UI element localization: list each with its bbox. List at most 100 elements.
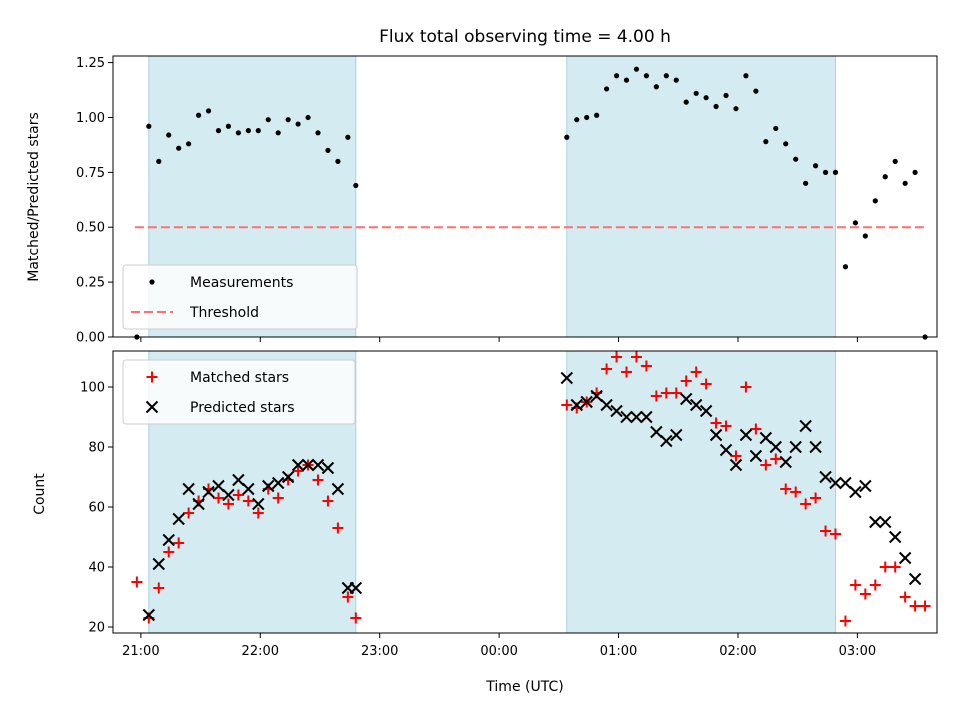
predicted-star-point bbox=[789, 440, 802, 454]
matched-star-point bbox=[131, 576, 143, 588]
matched-star-point bbox=[859, 588, 871, 600]
y-tick-label: 20 bbox=[88, 621, 105, 636]
legend-marker bbox=[145, 400, 159, 414]
measurement-point bbox=[683, 99, 689, 105]
measurement-point bbox=[353, 182, 359, 189]
measurement-point bbox=[295, 121, 301, 127]
measurement-point bbox=[882, 174, 888, 180]
measurement-point bbox=[783, 141, 789, 147]
measurement-point bbox=[225, 123, 232, 129]
legend-marker bbox=[149, 279, 155, 285]
predicted-star-point bbox=[570, 398, 583, 412]
predicted-star-point bbox=[580, 395, 593, 409]
legend-box bbox=[122, 264, 358, 330]
measurement-point bbox=[245, 128, 251, 134]
predicted-star-point bbox=[152, 557, 165, 571]
predicted-star-point bbox=[849, 485, 862, 499]
measurement-point bbox=[892, 158, 898, 164]
predicted-star-point bbox=[291, 458, 305, 472]
x-tick-label: 02:00 bbox=[719, 644, 756, 659]
legend-entry: Threshold bbox=[189, 305, 259, 321]
matched-star-point bbox=[670, 387, 682, 399]
measurement-point bbox=[793, 156, 799, 162]
measurement-point bbox=[803, 180, 809, 186]
measurement-point bbox=[285, 117, 291, 123]
measurement-point bbox=[703, 95, 709, 101]
predicted-star-point bbox=[888, 530, 902, 544]
predicted-star-point bbox=[898, 551, 912, 565]
measurement-point bbox=[733, 106, 739, 112]
predicted-star-point bbox=[839, 476, 852, 490]
matched-star-point bbox=[183, 507, 195, 519]
predicted-star-point bbox=[739, 428, 753, 442]
x-axis-label: Time (UTC) bbox=[485, 679, 563, 695]
matched-star-point bbox=[163, 546, 175, 558]
matched-star-point bbox=[272, 492, 284, 504]
predicted-star-point bbox=[699, 404, 713, 418]
predicted-star-point bbox=[212, 479, 225, 493]
matched-star-point bbox=[800, 498, 812, 510]
predicted-star-point bbox=[271, 476, 285, 490]
y-tick-label: 0.25 bbox=[76, 276, 105, 291]
measurement-point bbox=[195, 112, 202, 118]
measurement-point bbox=[912, 169, 918, 175]
predicted-star-point bbox=[162, 533, 175, 547]
measurement-point bbox=[574, 117, 580, 123]
series-predicted-stars bbox=[142, 371, 922, 622]
matched-star-point bbox=[770, 453, 782, 465]
measurement-point bbox=[643, 73, 650, 79]
predicted-star-point bbox=[819, 470, 832, 484]
predicted-star-point bbox=[779, 455, 792, 469]
matched-star-point bbox=[292, 465, 304, 477]
measurement-point bbox=[862, 233, 868, 239]
panel-frame bbox=[112, 55, 938, 338]
predicted-star-point bbox=[829, 476, 842, 490]
matched-star-point bbox=[212, 492, 224, 504]
predicted-star-point bbox=[311, 458, 325, 472]
predicted-star-point bbox=[142, 608, 156, 622]
top-y-axis-label: Matched/Predicted stars bbox=[26, 112, 42, 282]
measurement-point bbox=[315, 130, 321, 136]
predicted-star-point bbox=[630, 410, 643, 424]
measurement-point bbox=[146, 123, 152, 129]
measurement-point bbox=[653, 84, 659, 90]
measurement-point bbox=[613, 73, 620, 79]
matched-star-point bbox=[611, 351, 623, 363]
measurement-point bbox=[832, 169, 839, 175]
matched-star-point bbox=[690, 366, 702, 378]
predicted-star-point bbox=[670, 428, 683, 442]
measurement-point bbox=[345, 134, 351, 140]
measurement-point bbox=[633, 66, 640, 72]
predicted-star-point bbox=[242, 482, 255, 496]
predicted-star-point bbox=[192, 497, 205, 511]
panel-frame bbox=[112, 350, 938, 634]
predicted-star-point bbox=[859, 479, 872, 493]
measurement-point bbox=[812, 163, 819, 169]
matched-star-point bbox=[780, 483, 792, 495]
measurement-point bbox=[335, 158, 341, 164]
matched-star-point bbox=[342, 591, 354, 603]
predicted-star-point bbox=[331, 482, 345, 496]
measurement-point bbox=[693, 90, 699, 96]
measurement-point bbox=[902, 180, 908, 186]
predicted-star-point bbox=[640, 410, 653, 424]
predicted-star-point bbox=[172, 512, 185, 526]
predicted-star-point bbox=[262, 479, 275, 493]
matched-star-point bbox=[740, 381, 752, 393]
x-tick-label: 22:00 bbox=[242, 644, 279, 659]
matched-star-point bbox=[252, 507, 264, 519]
matched-star-point bbox=[879, 561, 891, 573]
matched-star-point bbox=[700, 378, 712, 390]
matched-star-point bbox=[810, 492, 822, 504]
matched-star-point bbox=[601, 363, 613, 375]
measurement-point bbox=[673, 77, 679, 83]
matched-star-point bbox=[869, 579, 881, 591]
matched-star-point bbox=[332, 522, 344, 534]
y-tick-label: 1.00 bbox=[76, 111, 105, 126]
y-tick-label: 1.25 bbox=[76, 56, 105, 71]
predicted-star-point bbox=[709, 428, 723, 442]
measurement-point bbox=[305, 114, 311, 121]
matched-star-point bbox=[640, 360, 652, 372]
matched-star-point bbox=[710, 417, 722, 429]
